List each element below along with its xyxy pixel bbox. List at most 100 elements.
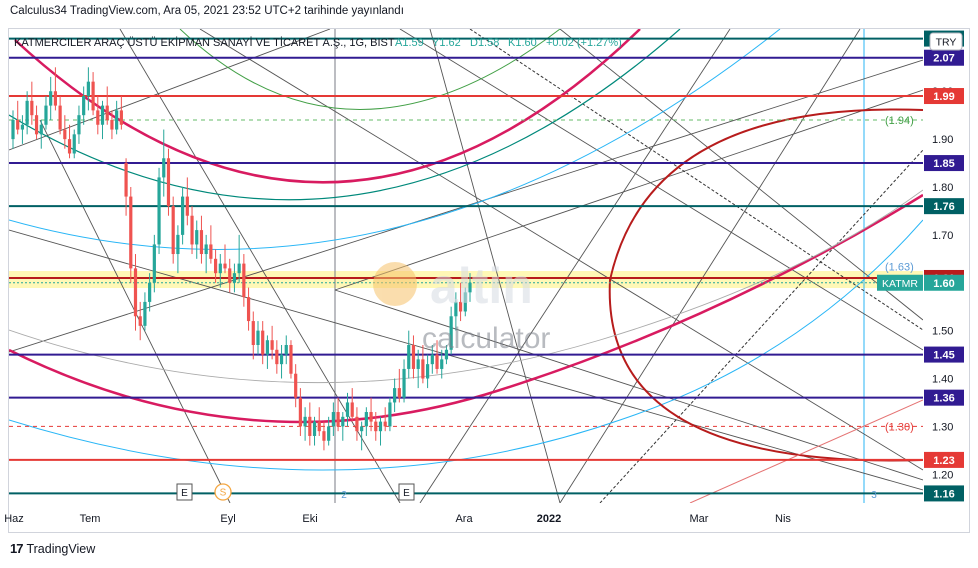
candle-50 [246, 287, 251, 331]
candle-15 [82, 86, 86, 125]
dashed-fan-lines [469, 29, 923, 503]
candle-53 [261, 321, 265, 365]
candle-97 [468, 273, 472, 302]
candle-42 [209, 225, 213, 264]
tradingview-footer[interactable]: 17 TradingView [10, 541, 95, 556]
price-axis[interactable]: 1.201.301.401.501.601.701.801.902.002.11… [877, 30, 964, 502]
candle-89 [430, 345, 434, 374]
candle-65 [317, 407, 321, 436]
candle-81 [393, 378, 397, 413]
candle-95 [458, 282, 463, 322]
level-label-3: 1.85 [933, 158, 954, 170]
arc-green [179, 29, 561, 110]
candle-17 [91, 72, 95, 116]
price-tick-6: 1.80 [932, 182, 953, 194]
candle-34 [171, 196, 175, 264]
svg-text:E: E [181, 488, 188, 499]
candles [11, 67, 472, 451]
candle-14 [77, 105, 81, 144]
candle-35 [176, 225, 180, 274]
level-tag-9 [924, 485, 964, 502]
candle-62 [303, 407, 307, 441]
candle-24 [124, 158, 128, 216]
level-label-9: 1.16 [933, 488, 954, 500]
candle-78 [378, 416, 383, 446]
last-price-symbol-tag [877, 274, 923, 291]
candle-61 [298, 388, 302, 436]
candle-92 [444, 345, 449, 365]
last-price-symbol: KATMR [882, 278, 918, 290]
candle-8 [49, 76, 53, 120]
candle-9 [53, 67, 58, 111]
candle-70 [341, 412, 345, 441]
candle-69 [336, 397, 340, 432]
arc-pink-top [14, 29, 641, 184]
candle-45 [223, 244, 227, 274]
candle-11 [63, 115, 67, 149]
candle-4 [30, 81, 34, 125]
price-tick-5: 1.70 [932, 230, 953, 242]
publication-line: Calculus34 TradingView.com, Ara 05, 2021… [10, 5, 404, 17]
candle-41 [204, 234, 208, 274]
candle-33 [166, 148, 171, 216]
level-tag-3 [924, 155, 964, 172]
candle-64 [312, 416, 317, 446]
candle-46 [228, 258, 232, 293]
candle-82 [397, 368, 401, 403]
candle-68 [331, 402, 335, 436]
split-marker[interactable] [214, 483, 232, 501]
candle-18 [96, 96, 100, 135]
time-axis[interactable]: Haz Tem Eyl Eki Ara 2022 Mar Nis [4, 513, 791, 525]
candle-7 [44, 96, 48, 130]
ellipse-red [608, 108, 923, 462]
candle-58 [284, 335, 288, 365]
candle-88 [425, 354, 430, 389]
time-tick-6: Mar [690, 513, 709, 525]
candle-12 [67, 124, 72, 159]
candle-85 [411, 335, 416, 379]
chart-frame [8, 28, 970, 533]
candle-22 [115, 100, 119, 135]
earnings-marker-2[interactable] [398, 483, 415, 501]
level-tag-7 [924, 389, 964, 406]
candle-84 [407, 330, 411, 379]
candle-47 [232, 263, 237, 293]
currency-badge[interactable]: TRY [929, 32, 963, 51]
last-price-tag [924, 274, 964, 291]
candle-55 [270, 325, 274, 360]
price-tick-1: 1.30 [932, 421, 953, 433]
level-label-1: 2.07 [933, 53, 954, 65]
price-tick-2: 1.40 [932, 374, 953, 386]
watermark-logo [373, 262, 417, 306]
earnings-marker-1[interactable] [176, 483, 193, 501]
annotation-1: (1.63) [885, 261, 914, 273]
candle-28 [143, 292, 147, 331]
annotation-0: (1.94) [885, 115, 914, 127]
level-tag-4 [924, 198, 964, 215]
time-tick-2: Eyl [220, 513, 235, 525]
candle-31 [157, 167, 161, 255]
candle-25 [129, 187, 133, 283]
candle-75 [364, 407, 368, 436]
level-tag-8 [924, 451, 964, 468]
watermark-brand: altin [430, 258, 533, 314]
candle-44 [218, 254, 222, 288]
candle-49 [242, 254, 246, 307]
candle-27 [138, 301, 142, 341]
price-tick-3: 1.50 [932, 326, 953, 338]
ohlc-close: K1.60 [508, 37, 537, 49]
event-markers[interactable]: E S E 2 3 [176, 483, 877, 501]
candle-74 [360, 421, 364, 451]
candle-94 [454, 292, 458, 331]
candle-67 [327, 416, 331, 446]
candle-32 [162, 129, 166, 197]
candle-72 [350, 388, 354, 422]
candle-20 [105, 86, 109, 125]
candle-38 [190, 206, 194, 255]
level-label-7: 1.36 [933, 393, 954, 405]
candle-73 [355, 407, 359, 441]
ohlc-change: +0.02 (+1.27%) [546, 37, 622, 49]
level-label-8: 1.23 [933, 455, 954, 467]
candle-1 [16, 100, 20, 135]
